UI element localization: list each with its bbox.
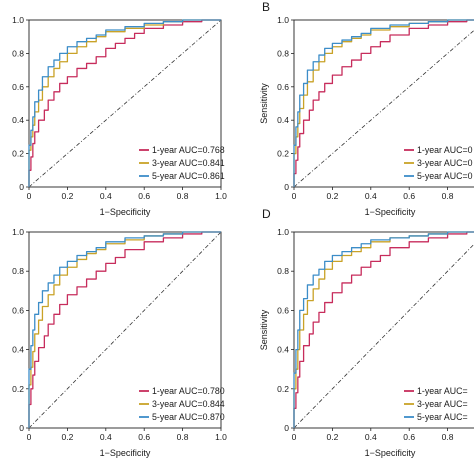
y-tick-label: 1.0 [12, 15, 24, 25]
y-tick-label: 0.6 [12, 305, 24, 315]
legend-label: 5-year AUC=0.870 [152, 412, 225, 422]
x-tick-label: 0.8 [177, 432, 189, 442]
y-tick-label: 0.8 [12, 266, 24, 276]
legend-label: 5-year AUC= [417, 412, 468, 422]
legend-label: 1-year AUC=0.780 [152, 386, 225, 396]
y-axis-title: Sensitivity [259, 83, 269, 124]
x-tick-label: 0 [27, 191, 32, 201]
roc-panel-1: 0 0.2 0.4 0.6 0.8 1.0 0 0.2 0.4 0.6 0.8 1.0 1−Specif… [12, 15, 227, 217]
legend-label: 3-year AUC= [417, 399, 468, 409]
plot-frame [28, 19, 222, 188]
x-tick-label: 0.4 [100, 191, 112, 201]
panel-letter: B [262, 0, 270, 14]
y-tick-label: 0.2 [277, 149, 289, 159]
plot-frame [28, 231, 222, 429]
legend-label: 5-year AUC=0.861 [152, 171, 225, 181]
legend-label: 3-year AUC=0.841 [152, 158, 225, 168]
y-tick-label: 0 [19, 182, 24, 192]
y-tick-label: 0.4 [12, 115, 24, 125]
x-tick-label: 0.2 [326, 191, 338, 201]
y-tick-label: 0 [19, 423, 24, 433]
panel-letter: D [262, 207, 271, 221]
x-tick-label: 0.2 [61, 432, 73, 442]
roc-curve-1 [293, 231, 474, 428]
roc-curve-3 [293, 231, 474, 428]
x-axis-title: 1−Specificity [365, 207, 416, 217]
y-tick-label: 0.4 [277, 345, 289, 355]
y-tick-label: 1.0 [277, 227, 289, 237]
reference-diagonal [293, 243, 474, 429]
x-tick-label: 0.4 [365, 191, 377, 201]
legend-label: 1-year AUC= [417, 386, 468, 396]
x-tick-label: 0 [292, 191, 297, 201]
x-tick-label: 0.2 [326, 432, 338, 442]
legend-label: 1-year AUC=0.768 [152, 145, 225, 155]
plot-frame [293, 19, 474, 188]
legend-label: 5-year AUC=0 [417, 171, 473, 181]
x-tick-label: 1.0 [215, 432, 227, 442]
y-tick-label: 0.8 [277, 266, 289, 276]
x-tick-label: 0.6 [403, 432, 415, 442]
y-tick-label: 0.2 [277, 384, 289, 394]
roc-curve-1 [28, 231, 221, 428]
y-tick-label: 0.2 [12, 149, 24, 159]
roc-panel-4: 00.20.40.60.81.000.20.40.60.81.01−Specif… [259, 207, 474, 458]
y-tick-label: 0 [284, 423, 289, 433]
x-tick-label: 0.8 [442, 191, 454, 201]
y-tick-label: 1.0 [277, 15, 289, 25]
y-tick-label: 0.8 [277, 48, 289, 58]
x-tick-label: 0.4 [365, 432, 377, 442]
legend-label: 1-year AUC=0 [417, 145, 473, 155]
y-tick-label: 0.4 [277, 115, 289, 125]
x-tick-label: 0.2 [61, 191, 73, 201]
x-tick-label: 0 [27, 432, 32, 442]
y-tick-label: 0.4 [12, 345, 24, 355]
x-tick-label: 0.6 [138, 191, 150, 201]
x-tick-label: 0.8 [442, 432, 454, 442]
roc-curve-3 [293, 19, 474, 187]
y-tick-label: 1.0 [12, 227, 24, 237]
y-tick-label: 0.6 [277, 82, 289, 92]
y-tick-label: 0.6 [277, 305, 289, 315]
roc-curve-3 [28, 231, 221, 428]
x-axis-title: 1−Specificity [100, 448, 151, 458]
y-tick-label: 0.6 [12, 82, 24, 92]
x-tick-label: 0.4 [100, 432, 112, 442]
roc-curve-1 [293, 19, 474, 187]
legend-label: 3-year AUC=0 [417, 158, 473, 168]
x-tick-label: 0.6 [138, 432, 150, 442]
reference-diagonal [28, 231, 222, 429]
legend-label: 3-year AUC=0.844 [152, 399, 225, 409]
reference-diagonal [28, 19, 222, 188]
x-tick-label: 0 [292, 432, 297, 442]
y-tick-label: 0.8 [12, 48, 24, 58]
x-tick-label: 0.8 [177, 191, 189, 201]
roc-panel-3: 0 0.2 0.4 0.6 0.8 1.0 0 0.2 0.4 0.6 0.8 1.0 1−Specif… [12, 227, 227, 458]
y-tick-label: 0.2 [12, 384, 24, 394]
y-axis-title: Sensitivity [259, 309, 269, 350]
x-tick-label: 1.0 [215, 191, 227, 201]
x-axis-title: 1−Specificity [365, 448, 416, 458]
roc-panel-2: 00.20.40.60.81.000.20.40.60.81.01−Specif… [259, 0, 474, 217]
reference-diagonal [293, 29, 474, 188]
x-axis-title: 1−Specificity [100, 207, 151, 217]
y-tick-label: 0 [284, 182, 289, 192]
plot-frame [293, 231, 474, 429]
roc-curve-3 [28, 19, 221, 187]
x-tick-label: 0.6 [403, 191, 415, 201]
